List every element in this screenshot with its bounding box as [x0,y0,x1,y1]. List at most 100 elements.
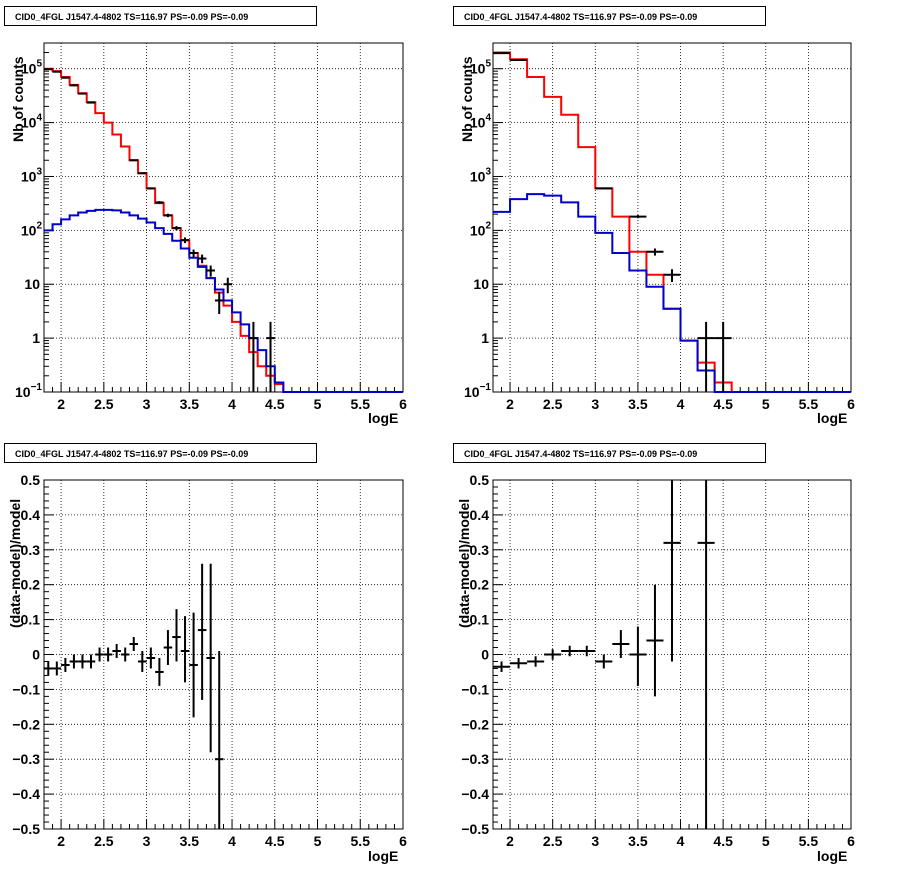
x-tick-label: 4 [228,833,236,849]
y-tick-label: 105 [21,59,43,77]
data-point [629,215,647,219]
y-tick-label: 0.4 [470,507,490,523]
y-tick-label: 0.5 [21,472,41,488]
chart-top-right: 2 2.5 3 3.5 4 4.5 5 5.5 6 10−1 1 10 102 103 104 105 [464,42,855,412]
y-tick-label: 1 [481,330,489,346]
x-tick-label: 3 [143,833,151,849]
y-axis-title-top-left: Nb of counts [10,56,26,142]
x-axis: 2 2.5 3 3.5 4 4.5 5 5.5 6 [492,382,855,412]
data-point [223,277,233,294]
data-point [578,645,596,657]
y-axis: 10−1 1 10 102 103 104 105 [464,42,503,400]
data-point [663,480,681,662]
x-tick-label: 2 [506,396,514,412]
x-tick-label: 6 [847,833,855,849]
x-tick-label: 5.5 [351,396,371,412]
y-tick-label: 0.3 [470,542,490,558]
data-point [197,254,207,264]
x-tick-label: 3 [591,396,599,412]
data-point [112,644,121,658]
data-point [180,616,190,683]
plot-frame [43,42,404,393]
x-tick-label: 4.5 [265,396,285,412]
y-tick-label: 103 [470,166,492,184]
x-tick-label: 4 [677,396,685,412]
y-tick-label: 10−1 [15,382,42,400]
y-tick-label: −0.5 [461,821,489,837]
data-point [146,647,156,669]
y-tick-label: 0.1 [470,612,490,628]
x-tick-label: 4 [228,396,236,412]
data-point [52,661,62,676]
x-axis: 2 2.5 3 3.5 4 4.5 5 5.5 6 [43,382,407,412]
y-tick-label: 102 [470,220,492,238]
y-tick-label: 104 [21,113,43,131]
data-point [595,187,613,190]
pad-top-left: 2 2.5 3 3.5 4 4.5 5 5.5 6 10−1 1 10 102 103 104 105 [0,0,449,437]
y-tick-label: 103 [21,166,43,184]
data-point [612,630,630,658]
histogram-series-1 [493,193,851,393]
y-tick-label: 10 [24,276,40,292]
x-tick-label: 4.5 [713,833,733,849]
chart-title-top-left: CID0_4FGL J1547.4-4802 TS=116.97 PS=-0.0… [4,6,317,26]
data-point [146,187,156,190]
data-point [129,159,139,162]
x-tick-label: 5.5 [351,833,371,849]
data-point [69,654,79,669]
data-point [138,651,147,672]
grid [44,43,404,393]
data-point [249,321,258,392]
chart-bottom-left: 2 2.5 3 3.5 4 4.5 5 5.5 6 0.5 0.4 0.3 0.2 0.1 0 −0.1 −0.… [12,472,407,849]
data-point [206,563,215,753]
y-tick-label: 105 [470,59,492,77]
data-point [266,321,275,392]
chart-bottom-right: 2 2.5 3 3.5 4 4.5 5 5.5 6 0.5 0.4 0.3 0.2 0.1 0 −0.1 −0.… [461,472,855,849]
plot-frame [492,42,852,393]
y-tick-label: 0.5 [470,472,490,488]
histogram-series-0 [493,51,851,393]
x-tick-label: 5.5 [799,833,819,849]
x-axis-title-top-right: logE [817,410,848,426]
x-tick-label: 5 [314,396,322,412]
x-tick-label: 5.5 [799,396,819,412]
x-tick-label: 2.5 [94,396,114,412]
x-tick-label: 5 [762,396,770,412]
y-tick-label: 10 [473,276,489,292]
chart-title-bottom-right: CID0_4FGL J1547.4-4802 TS=116.97 PS=-0.0… [453,443,766,463]
data-point [189,249,198,258]
data-point [663,269,681,283]
y-tick-label: −0.3 [461,751,489,767]
y-tick-label: 102 [21,220,43,238]
y-tick-label: 0.3 [21,542,41,558]
data-point [214,651,224,829]
data-point [163,630,173,665]
y-tick-label: 10−1 [464,382,491,400]
data-point [714,321,732,392]
x-tick-label: 2 [57,396,65,412]
x-tick-label: 5 [314,833,322,849]
data-point [172,609,181,662]
x-tick-label: 2.5 [543,833,563,849]
x-tick-label: 3.5 [180,833,200,849]
data-point [510,657,528,669]
data-point [697,321,715,392]
y-tick-label: −0.2 [12,716,40,732]
data-point [595,654,613,669]
data-point [646,584,664,697]
x-tick-label: 3 [591,833,599,849]
data-points [493,52,732,392]
x-tick-label: 2 [57,833,65,849]
x-tick-label: 3.5 [628,396,648,412]
y-axis: 0.5 0.4 0.3 0.2 0.1 0 −0.1 −0.2 −0.3 −0.4 −0.5 [461,472,503,837]
y-axis-title-top-right: Nb of counts [459,56,475,142]
data-points [44,563,224,829]
data-point [180,237,190,244]
data-point [163,213,173,218]
y-tick-label: −0.1 [461,681,489,697]
data-point [95,647,104,662]
x-tick-label: 2.5 [543,396,563,412]
x-tick-label: 3.5 [628,833,648,849]
histogram-series-1 [44,208,403,393]
y-tick-label: 1 [32,330,40,346]
